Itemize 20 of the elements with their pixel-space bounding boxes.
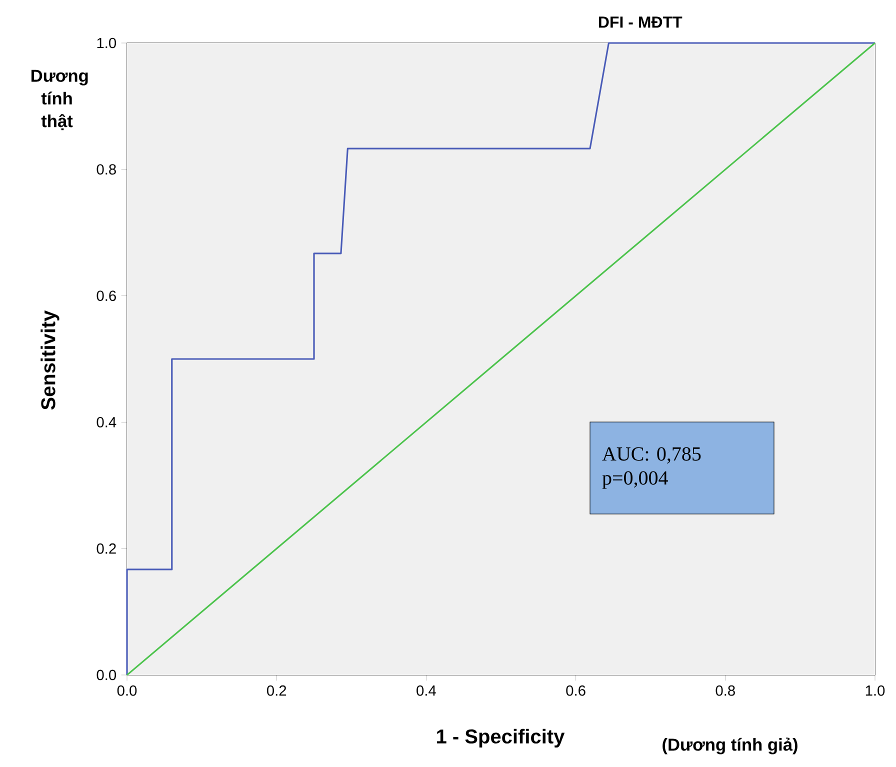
annotation: p=0,004 xyxy=(602,471,668,489)
y-tick-label: 0.2 xyxy=(96,543,116,554)
x-tick-label: 0.0 xyxy=(117,685,137,696)
annotation: AUC: 0,785 xyxy=(602,447,701,464)
chart-title: DFI - MĐTT xyxy=(598,16,682,28)
text: Dương tính thật xyxy=(31,70,88,130)
x-tick-label: 0.2 xyxy=(266,685,286,696)
x-tick-label: 0.6 xyxy=(566,685,586,696)
text: (Dương tính giả) xyxy=(662,738,798,754)
x-tick-label: 0.4 xyxy=(416,685,436,696)
x-tick-label: 1.0 xyxy=(866,685,885,696)
line-series xyxy=(126,42,876,676)
y-tick-label: 0.0 xyxy=(96,670,116,680)
y-tick-label: 1.0 xyxy=(97,38,116,48)
x-tick-label: 0.8 xyxy=(716,685,735,696)
y-tick-label: 0.8 xyxy=(96,164,116,175)
y-tick-label: 0.6 xyxy=(96,290,116,301)
x-axis-title: 1 - Specificity xyxy=(437,728,565,748)
y-axis-title: Sensitivity xyxy=(40,310,60,410)
y-tick-label: 0.4 xyxy=(96,417,116,428)
